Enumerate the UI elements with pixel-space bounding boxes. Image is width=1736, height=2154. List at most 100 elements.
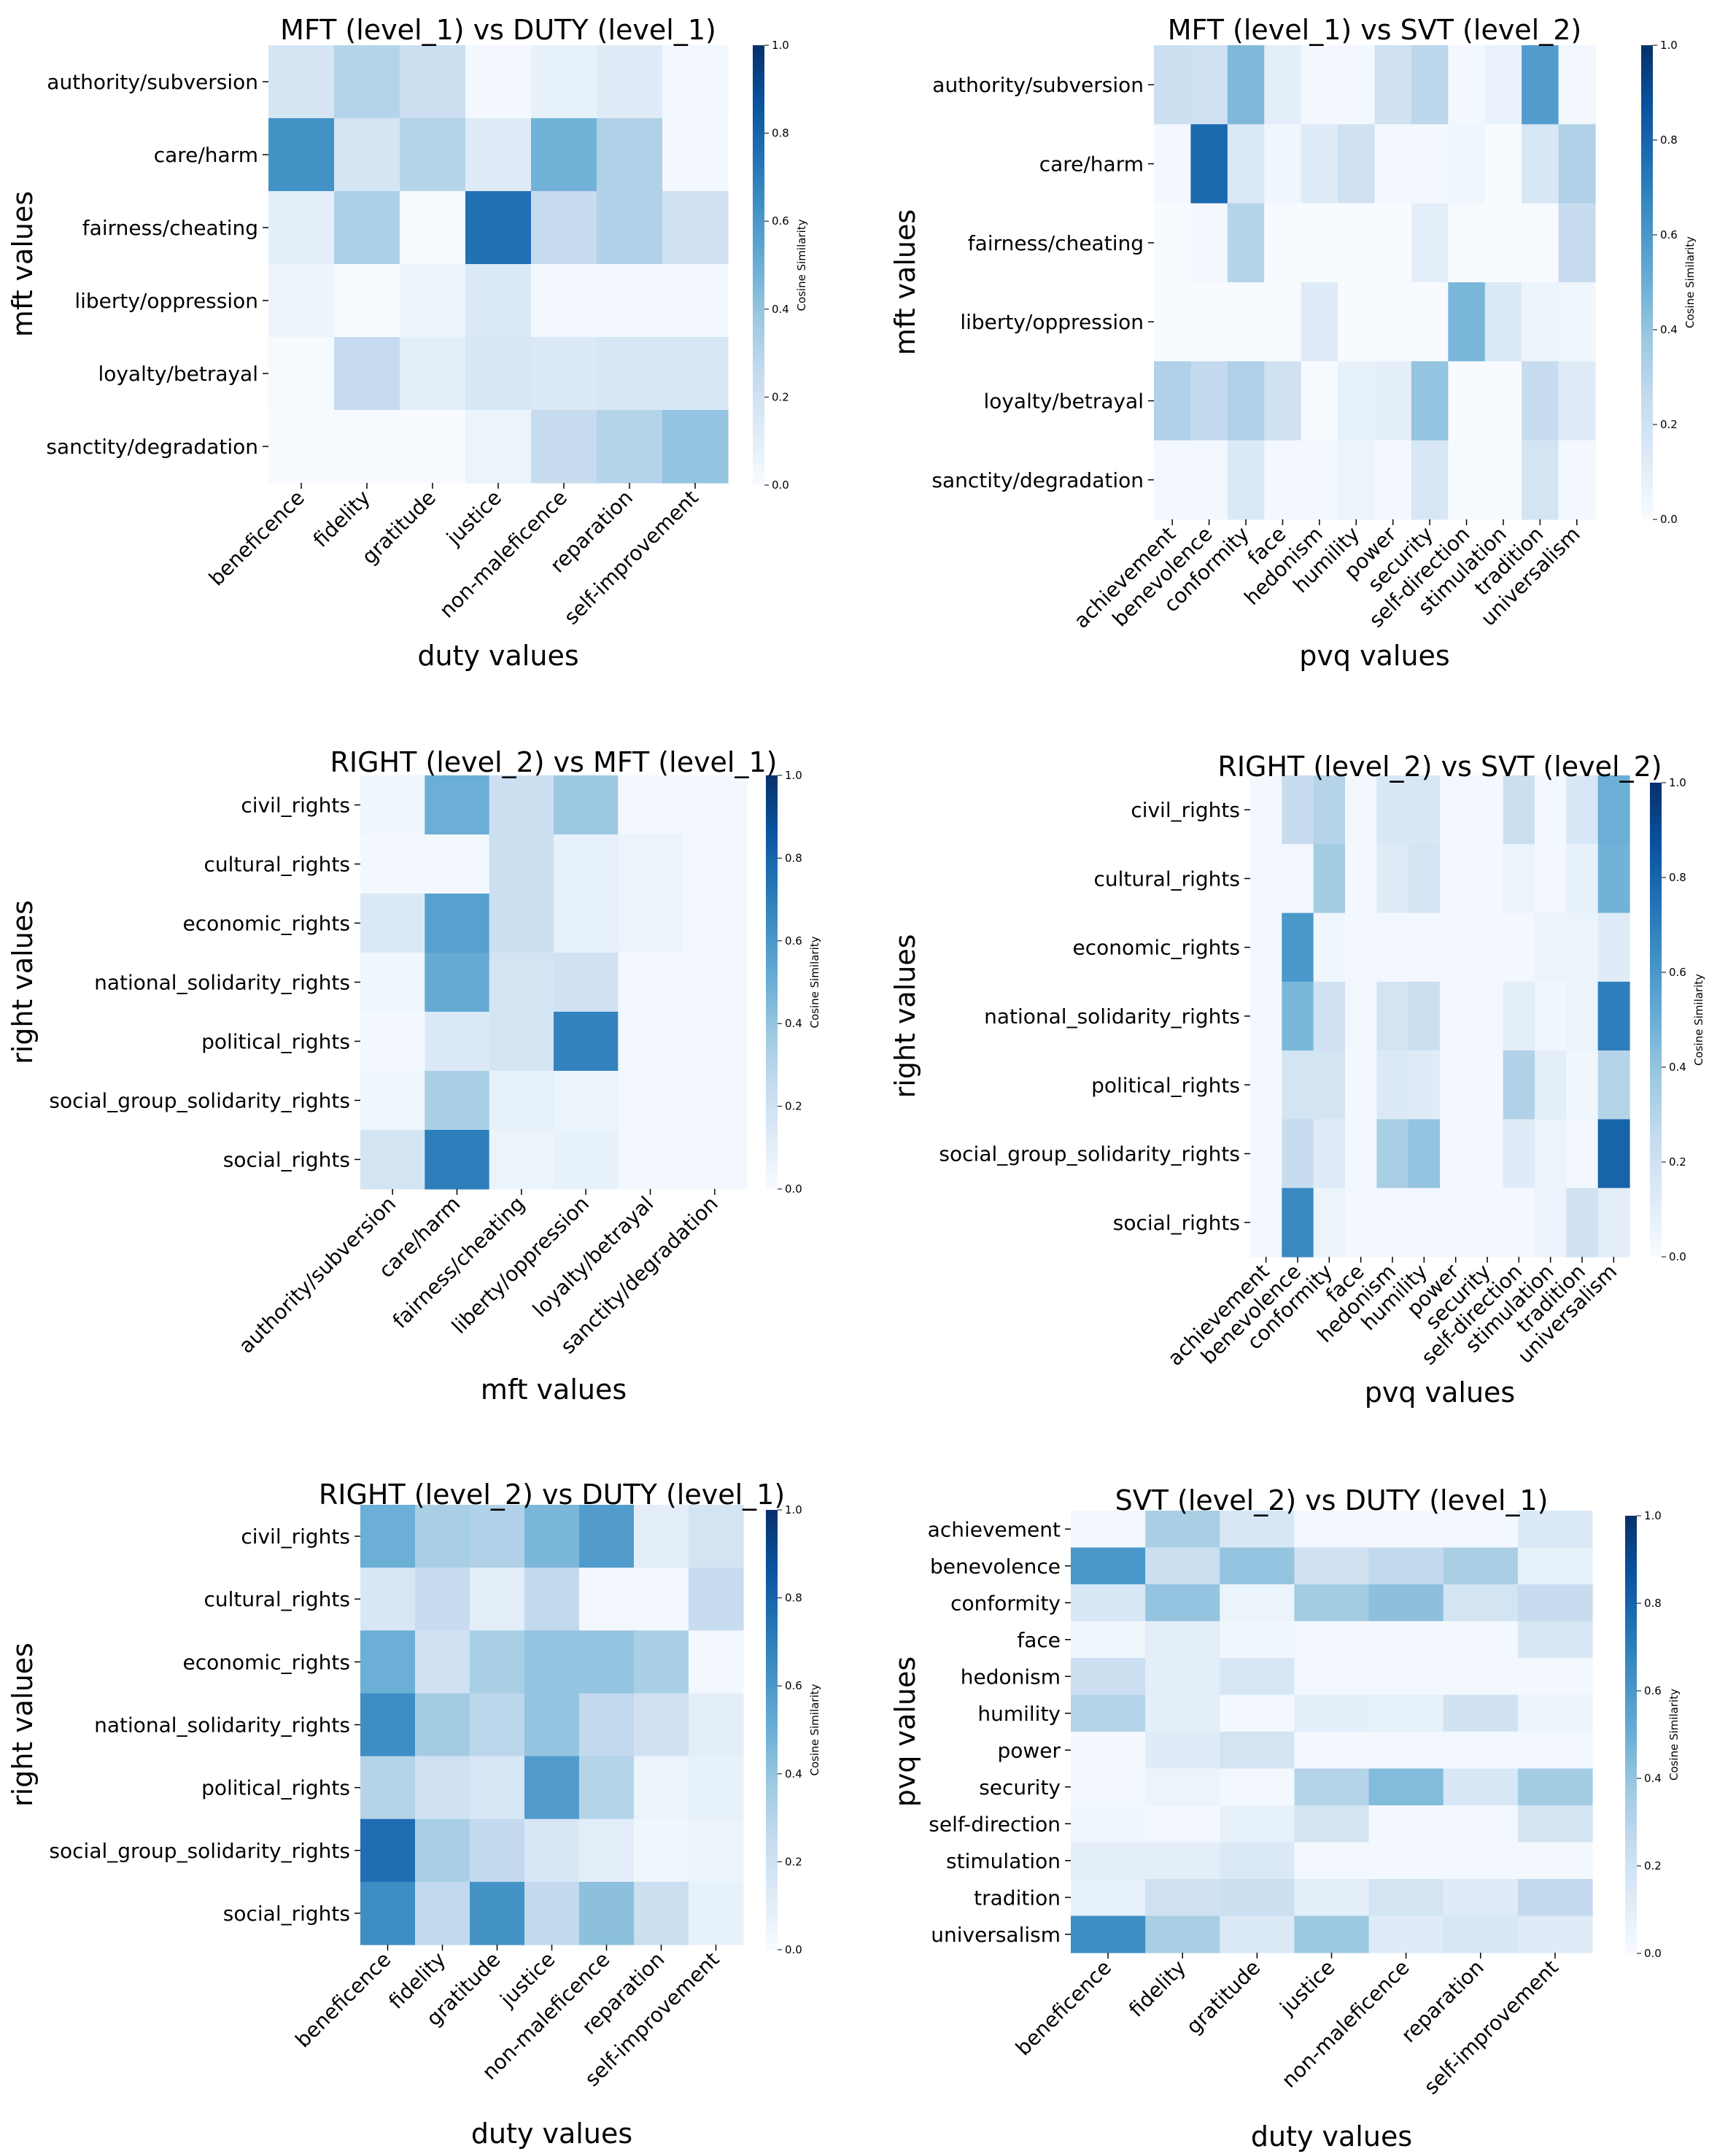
colorbar — [1650, 783, 1662, 1257]
heatmap-cell — [682, 834, 748, 894]
heatmap-cell — [1484, 361, 1522, 441]
heatmap-cell — [1294, 1694, 1370, 1732]
heatmap-cell — [1220, 1732, 1295, 1770]
heatmap-cell — [1345, 913, 1377, 983]
heatmap-cell — [1264, 282, 1302, 362]
heatmap-cell — [1071, 1842, 1146, 1880]
heatmap-cell — [1522, 440, 1559, 520]
heatmap-cell — [400, 45, 466, 119]
y-axis-label: right values — [7, 1643, 39, 1807]
heatmap-cell — [1145, 1915, 1220, 1953]
heatmap-cell — [634, 1881, 689, 1945]
heatmap-cell — [1408, 913, 1441, 983]
heatmap-cell — [1535, 1188, 1567, 1258]
heatmap-cell — [682, 1130, 748, 1190]
x-tick-label: fidelity — [1124, 1956, 1190, 2022]
heatmap-cell — [1443, 1621, 1519, 1659]
heatmap-cell — [1294, 1547, 1370, 1585]
heatmap-cell — [1558, 203, 1596, 283]
colorbar-tick-label: 0.4 — [1660, 323, 1678, 336]
y-axis-label: pvq values — [889, 1657, 921, 1807]
heatmap-cell — [1227, 45, 1265, 125]
heatmap-cell — [1301, 440, 1338, 520]
y-axis-label: mft values — [7, 191, 39, 337]
heatmap-cell — [1338, 282, 1376, 362]
heatmap-cell — [1154, 203, 1192, 283]
heatmap-cell — [1411, 45, 1449, 125]
colorbar-tick-label: 1.0 — [785, 769, 802, 782]
chart-title: RIGHT (level_2) vs MFT (level_1) — [330, 746, 777, 778]
heatmap-cell — [1190, 45, 1228, 125]
heatmap-cell — [579, 1693, 635, 1757]
colorbar-tick-label: 0.4 — [785, 1767, 802, 1781]
heatmap-cell — [1301, 282, 1338, 362]
heatmap-cell — [689, 1881, 744, 1945]
heatmap-cell — [360, 1012, 425, 1072]
heatmap-cell — [1484, 282, 1522, 362]
heatmap-cell — [579, 1818, 635, 1883]
heatmap-cell — [1503, 1188, 1535, 1258]
heatmap-cell — [1250, 775, 1282, 845]
heatmap-cell — [1471, 775, 1504, 845]
y-tick-label: liberty/oppression — [74, 289, 258, 313]
x-tick-label: beneficence — [1011, 1956, 1116, 2061]
heatmap-cell — [268, 410, 335, 484]
heatmap-cell — [1443, 1805, 1519, 1843]
x-tick-label: loyalty/betrayal — [528, 1192, 659, 1322]
x-tick-label: fidelity — [309, 486, 375, 552]
heatmap-cell — [360, 1756, 416, 1820]
heatmap-cell — [1471, 844, 1504, 914]
heatmap-cell — [1071, 1621, 1146, 1659]
heatmap-cell — [689, 1505, 744, 1568]
heatmap-cell — [682, 775, 748, 835]
heatmap-cell — [415, 1630, 470, 1694]
heatmap-cell — [1558, 282, 1596, 362]
heatmap-cell — [1071, 1768, 1146, 1806]
heatmap-cell — [1517, 1915, 1593, 1953]
heatmap-cell — [465, 410, 532, 484]
colorbar-tick-label: 0.4 — [785, 1017, 802, 1030]
heatmap-cell — [662, 264, 729, 338]
heatmap-cell — [1071, 1805, 1146, 1843]
heatmap-cell — [1448, 203, 1486, 283]
heatmap-cell — [489, 834, 554, 894]
chart-title: MFT (level_1) vs DUTY (level_1) — [280, 14, 716, 46]
heatmap-cell — [1376, 981, 1409, 1051]
heatmap-cell — [360, 1568, 416, 1631]
heatmap-cell — [1220, 1768, 1295, 1806]
heatmap-cell — [415, 1881, 470, 1945]
heatmap-cell — [360, 1693, 416, 1757]
heatmap-cell — [1368, 1621, 1444, 1659]
colorbar-tick-label: 0.6 — [785, 1679, 802, 1692]
heatmap-cell — [1503, 775, 1535, 845]
colorbar-tick-label: 0.0 — [1660, 513, 1678, 526]
heatmap-cell — [1154, 124, 1192, 204]
heatmap-cell — [1443, 1694, 1519, 1732]
y-tick-label: social_group_solidarity_rights — [939, 1142, 1240, 1166]
heatmap-cell — [634, 1568, 689, 1631]
heatmap-cell — [682, 1071, 748, 1131]
heatmap-cell — [415, 1693, 470, 1757]
heatmap-cell — [1448, 440, 1486, 520]
heatmap-cell — [1294, 1805, 1370, 1843]
y-tick-label: tradition — [974, 1886, 1061, 1910]
heatmap-cell — [1471, 913, 1504, 983]
heatmap-cell — [425, 1130, 490, 1190]
heatmap-cell — [1374, 203, 1412, 283]
heatmap-cell — [1294, 1621, 1370, 1659]
colorbar-tick-label: 1.0 — [1644, 1509, 1662, 1522]
heatmap-cell — [1313, 981, 1346, 1051]
heatmap-cell — [489, 1130, 554, 1190]
heatmap-cell — [1250, 1188, 1282, 1258]
colorbar-label: Cosine Similarity — [1692, 974, 1705, 1066]
y-tick-label: sanctity/degradation — [931, 468, 1144, 492]
heatmap-cell — [597, 337, 663, 411]
heatmap-cell — [1345, 844, 1377, 914]
colorbar — [753, 45, 764, 485]
heatmap-cell — [1345, 981, 1377, 1051]
heatmap-cell — [1338, 440, 1376, 520]
x-tick-label: gratitude — [1182, 1956, 1266, 2039]
y-axis-label: right values — [7, 900, 39, 1064]
heatmap-cell — [425, 775, 490, 835]
heatmap-cell — [1484, 203, 1522, 283]
